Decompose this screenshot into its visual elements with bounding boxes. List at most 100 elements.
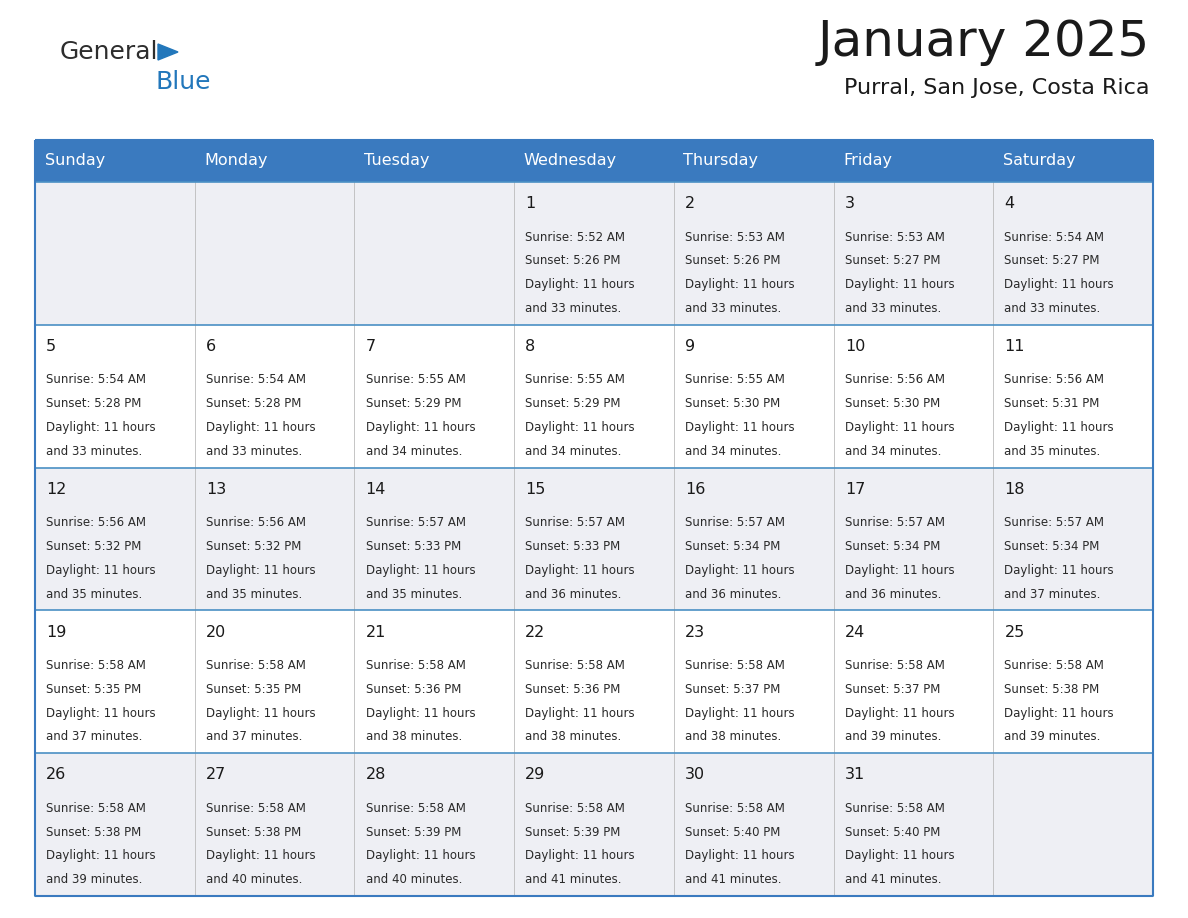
Text: and 33 minutes.: and 33 minutes.	[525, 302, 621, 315]
Text: Daylight: 11 hours: Daylight: 11 hours	[685, 421, 795, 434]
Text: Daylight: 11 hours: Daylight: 11 hours	[1005, 707, 1114, 720]
Text: Sunset: 5:29 PM: Sunset: 5:29 PM	[525, 397, 621, 410]
Text: Sunset: 5:26 PM: Sunset: 5:26 PM	[525, 254, 621, 267]
Text: Daylight: 11 hours: Daylight: 11 hours	[1005, 421, 1114, 434]
Text: January 2025: January 2025	[817, 18, 1150, 66]
Text: and 35 minutes.: and 35 minutes.	[206, 588, 302, 600]
Text: Sunset: 5:29 PM: Sunset: 5:29 PM	[366, 397, 461, 410]
Text: Sunset: 5:39 PM: Sunset: 5:39 PM	[525, 825, 620, 839]
Text: Sunrise: 5:55 AM: Sunrise: 5:55 AM	[685, 374, 785, 386]
Text: Tuesday: Tuesday	[364, 153, 430, 169]
Text: Sunrise: 5:56 AM: Sunrise: 5:56 AM	[206, 516, 305, 529]
Text: 21: 21	[366, 624, 386, 640]
Bar	[195, 140, 354, 182]
Text: and 39 minutes.: and 39 minutes.	[845, 731, 941, 744]
Text: Daylight: 11 hours: Daylight: 11 hours	[46, 421, 156, 434]
Text: and 38 minutes.: and 38 minutes.	[685, 731, 782, 744]
Text: 19: 19	[46, 624, 67, 640]
Text: and 34 minutes.: and 34 minutes.	[366, 445, 462, 458]
Text: Sunset: 5:28 PM: Sunset: 5:28 PM	[206, 397, 302, 410]
Text: Sunrise: 5:53 AM: Sunrise: 5:53 AM	[845, 230, 944, 243]
Text: Daylight: 11 hours: Daylight: 11 hours	[845, 421, 954, 434]
Text: and 41 minutes.: and 41 minutes.	[685, 873, 782, 886]
Text: Sunrise: 5:58 AM: Sunrise: 5:58 AM	[845, 801, 944, 815]
Text: Daylight: 11 hours: Daylight: 11 hours	[366, 849, 475, 862]
Text: and 33 minutes.: and 33 minutes.	[206, 445, 302, 458]
Text: 12: 12	[46, 482, 67, 497]
Text: 22: 22	[525, 624, 545, 640]
Text: Sunset: 5:38 PM: Sunset: 5:38 PM	[46, 825, 141, 839]
Text: 26: 26	[46, 767, 67, 782]
Bar	[34, 325, 1154, 467]
Text: Daylight: 11 hours: Daylight: 11 hours	[685, 278, 795, 291]
Bar	[34, 182, 1154, 325]
Text: 30: 30	[685, 767, 706, 782]
Bar	[34, 140, 195, 182]
Text: 2: 2	[685, 196, 695, 211]
Text: Sunrise: 5:58 AM: Sunrise: 5:58 AM	[845, 659, 944, 672]
Text: Monday: Monday	[204, 153, 267, 169]
Text: Daylight: 11 hours: Daylight: 11 hours	[845, 278, 954, 291]
Text: Sunrise: 5:57 AM: Sunrise: 5:57 AM	[1005, 516, 1105, 529]
Text: and 35 minutes.: and 35 minutes.	[366, 588, 462, 600]
Text: Sunrise: 5:54 AM: Sunrise: 5:54 AM	[1005, 230, 1105, 243]
Text: Friday: Friday	[843, 153, 892, 169]
Bar	[354, 140, 514, 182]
Text: Sunrise: 5:58 AM: Sunrise: 5:58 AM	[206, 801, 305, 815]
Text: 4: 4	[1005, 196, 1015, 211]
Text: Blue: Blue	[156, 70, 211, 94]
Text: Wednesday: Wednesday	[524, 153, 617, 169]
Text: and 40 minutes.: and 40 minutes.	[366, 873, 462, 886]
Text: and 34 minutes.: and 34 minutes.	[525, 445, 621, 458]
Text: Sunrise: 5:53 AM: Sunrise: 5:53 AM	[685, 230, 785, 243]
Text: and 37 minutes.: and 37 minutes.	[46, 731, 143, 744]
Text: Sunset: 5:36 PM: Sunset: 5:36 PM	[366, 683, 461, 696]
Bar	[34, 467, 1154, 610]
Text: 14: 14	[366, 482, 386, 497]
Text: and 33 minutes.: and 33 minutes.	[46, 445, 143, 458]
Text: Daylight: 11 hours: Daylight: 11 hours	[525, 421, 634, 434]
Text: 9: 9	[685, 339, 695, 354]
Text: Sunrise: 5:58 AM: Sunrise: 5:58 AM	[46, 659, 146, 672]
Text: and 33 minutes.: and 33 minutes.	[845, 302, 941, 315]
Text: Sunrise: 5:58 AM: Sunrise: 5:58 AM	[366, 801, 466, 815]
Text: Sunset: 5:33 PM: Sunset: 5:33 PM	[525, 540, 620, 553]
Bar	[514, 140, 674, 182]
Text: Sunrise: 5:56 AM: Sunrise: 5:56 AM	[46, 516, 146, 529]
Text: and 36 minutes.: and 36 minutes.	[525, 588, 621, 600]
Text: and 37 minutes.: and 37 minutes.	[206, 731, 302, 744]
Text: Sunrise: 5:56 AM: Sunrise: 5:56 AM	[1005, 374, 1105, 386]
Text: Daylight: 11 hours: Daylight: 11 hours	[845, 707, 954, 720]
Text: Daylight: 11 hours: Daylight: 11 hours	[46, 707, 156, 720]
Text: Sunrise: 5:58 AM: Sunrise: 5:58 AM	[366, 659, 466, 672]
Text: Daylight: 11 hours: Daylight: 11 hours	[845, 564, 954, 577]
Text: 27: 27	[206, 767, 226, 782]
Text: and 34 minutes.: and 34 minutes.	[845, 445, 941, 458]
Text: 18: 18	[1005, 482, 1025, 497]
Text: Sunset: 5:30 PM: Sunset: 5:30 PM	[845, 397, 940, 410]
Text: Daylight: 11 hours: Daylight: 11 hours	[685, 849, 795, 862]
Text: Daylight: 11 hours: Daylight: 11 hours	[525, 564, 634, 577]
Text: 31: 31	[845, 767, 865, 782]
Text: Sunset: 5:33 PM: Sunset: 5:33 PM	[366, 540, 461, 553]
Text: Daylight: 11 hours: Daylight: 11 hours	[525, 849, 634, 862]
Text: Daylight: 11 hours: Daylight: 11 hours	[1005, 278, 1114, 291]
Text: Sunset: 5:40 PM: Sunset: 5:40 PM	[685, 825, 781, 839]
Text: Thursday: Thursday	[683, 153, 758, 169]
Text: 3: 3	[845, 196, 854, 211]
Text: Sunset: 5:35 PM: Sunset: 5:35 PM	[206, 683, 301, 696]
Text: Daylight: 11 hours: Daylight: 11 hours	[525, 278, 634, 291]
Text: Sunrise: 5:57 AM: Sunrise: 5:57 AM	[525, 516, 625, 529]
Text: 13: 13	[206, 482, 226, 497]
Text: 15: 15	[525, 482, 545, 497]
Bar	[834, 140, 993, 182]
Text: Daylight: 11 hours: Daylight: 11 hours	[366, 707, 475, 720]
Text: Sunset: 5:30 PM: Sunset: 5:30 PM	[685, 397, 781, 410]
Text: Sunset: 5:39 PM: Sunset: 5:39 PM	[366, 825, 461, 839]
Text: Sunrise: 5:54 AM: Sunrise: 5:54 AM	[46, 374, 146, 386]
Text: Daylight: 11 hours: Daylight: 11 hours	[46, 849, 156, 862]
Text: and 38 minutes.: and 38 minutes.	[525, 731, 621, 744]
Text: Sunset: 5:37 PM: Sunset: 5:37 PM	[845, 683, 940, 696]
Text: 1: 1	[525, 196, 536, 211]
Text: Sunrise: 5:52 AM: Sunrise: 5:52 AM	[525, 230, 625, 243]
